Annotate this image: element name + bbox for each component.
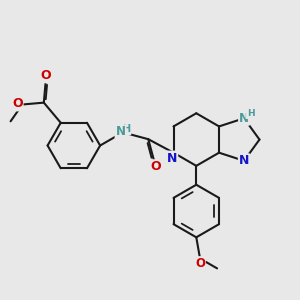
Text: N: N (167, 152, 177, 165)
Text: O: O (40, 69, 51, 82)
Text: H: H (122, 124, 130, 134)
Text: N: N (239, 154, 249, 167)
Text: N: N (239, 112, 249, 125)
Text: O: O (195, 257, 205, 270)
Text: N: N (116, 125, 125, 138)
Text: O: O (12, 98, 22, 110)
Text: H: H (247, 109, 254, 118)
Text: O: O (150, 160, 161, 173)
